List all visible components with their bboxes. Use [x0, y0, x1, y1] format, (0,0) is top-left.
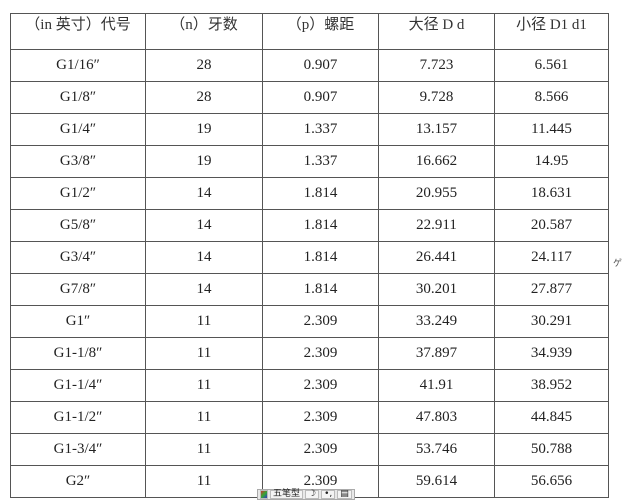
table-cell: 14 [145, 177, 263, 210]
header-row: （in 英寸）代号 （n）牙数 （p）螺距 大径 D d 小径 D1 d1 [10, 13, 609, 50]
table-row: G1/2″ 14 1.814 20.955 18.631 [10, 177, 609, 210]
table-row: G1-1/2″ 11 2.309 47.803 44.845 [10, 401, 609, 434]
table-row: G1″ 11 2.309 33.249 30.291 [10, 305, 609, 338]
table-cell: 2.309 [262, 433, 379, 466]
table-cell: 9.728 [378, 81, 495, 114]
table-row: G3/4″ 14 1.814 26.441 24.117 [10, 241, 609, 274]
table-cell: G1″ [10, 305, 146, 338]
header-cell: （p）螺距 [262, 13, 379, 50]
table-cell: 2.309 [262, 401, 379, 434]
table-cell: 11 [145, 401, 263, 434]
table-cell: 20.955 [378, 177, 495, 210]
table-cell: 27.877 [494, 273, 609, 306]
table-cell: 7.723 [378, 49, 495, 82]
thread-spec-table: （in 英寸）代号 （n）牙数 （p）螺距 大径 D d 小径 D1 d1 G1… [10, 13, 609, 498]
table-cell: 2.309 [262, 305, 379, 338]
table-row: G3/8″ 19 1.337 16.662 14.95 [10, 145, 609, 178]
table-cell: 1.814 [262, 177, 379, 210]
table-cell: 34.939 [494, 337, 609, 370]
table-row: G7/8″ 14 1.814 30.201 27.877 [10, 273, 609, 306]
table-cell: 11.445 [494, 113, 609, 146]
keyboard-icon[interactable]: ▤ [337, 490, 352, 499]
header-cell: （in 英寸）代号 [10, 13, 146, 50]
table-cell: G7/8″ [10, 273, 146, 306]
table-cell: 30.291 [494, 305, 609, 338]
table-cell: 28 [145, 81, 263, 114]
table-cell: 1.337 [262, 145, 379, 178]
table-cell: 1.814 [262, 273, 379, 306]
ime-logo-icon[interactable] [260, 490, 268, 499]
table-cell: 26.441 [378, 241, 495, 274]
table-cell: 41.91 [378, 369, 495, 402]
table-row: G1-1/8″ 11 2.309 37.897 34.939 [10, 337, 609, 370]
table-cell: 13.157 [378, 113, 495, 146]
table-cell: 11 [145, 305, 263, 338]
table-cell: 19 [145, 145, 263, 178]
table-cell: 14.95 [494, 145, 609, 178]
table-cell: 0.907 [262, 81, 379, 114]
table-cell: 14 [145, 209, 263, 242]
table-cell: 1.814 [262, 209, 379, 242]
table-cell: G3/8″ [10, 145, 146, 178]
table-cell: G1-3/4″ [10, 433, 146, 466]
table-cell: 18.631 [494, 177, 609, 210]
table-cell: 14 [145, 273, 263, 306]
table-cell: 20.587 [494, 209, 609, 242]
table-cell: G1/8″ [10, 81, 146, 114]
table-row: G1/16″ 28 0.907 7.723 6.561 [10, 49, 609, 82]
table-cell: 50.788 [494, 433, 609, 466]
header-cell: 大径 D d [378, 13, 495, 50]
table-cell: G1/2″ [10, 177, 146, 210]
table-cell: 19 [145, 113, 263, 146]
table-row: G1-3/4″ 11 2.309 53.746 50.788 [10, 433, 609, 466]
table-cell: 53.746 [378, 433, 495, 466]
table-cell: 24.117 [494, 241, 609, 274]
table-cell: G3/4″ [10, 241, 146, 274]
table-cell: 8.566 [494, 81, 609, 114]
table-cell: 28 [145, 49, 263, 82]
table-row: G5/8″ 14 1.814 22.911 20.587 [10, 209, 609, 242]
table-cell: G1-1/8″ [10, 337, 146, 370]
table-cell: 59.614 [378, 465, 495, 498]
table-cell: 11 [145, 433, 263, 466]
ime-mode-button[interactable]: 五笔型 [270, 490, 304, 499]
table-cell: 1.337 [262, 113, 379, 146]
table-cell: 37.897 [378, 337, 495, 370]
table-cell: 33.249 [378, 305, 495, 338]
table-cell: 14 [145, 241, 263, 274]
table-cell: 2.309 [262, 337, 379, 370]
table-cell: 38.952 [494, 369, 609, 402]
table-row: G1/8″ 28 0.907 9.728 8.566 [10, 81, 609, 114]
table-cell: 30.201 [378, 273, 495, 306]
header-cell: （n）牙数 [145, 13, 263, 50]
table-row: G1-1/4″ 11 2.309 41.91 38.952 [10, 369, 609, 402]
table-cell: G2″ [10, 465, 146, 498]
table-cell: 44.845 [494, 401, 609, 434]
table-cell: 0.907 [262, 49, 379, 82]
table-cell: 47.803 [378, 401, 495, 434]
moon-icon[interactable]: ☽ [305, 490, 320, 499]
ime-toolbar[interactable]: 五笔型 ☽ •, ▤ [257, 489, 355, 500]
stray-mark: ゲ [613, 258, 623, 268]
table-cell: G1-1/4″ [10, 369, 146, 402]
table-cell: 22.911 [378, 209, 495, 242]
table-row: G2″ 11 2.309 59.614 56.656 [10, 465, 609, 498]
table-cell: 2.309 [262, 369, 379, 402]
table-row: G1/4″ 19 1.337 13.157 11.445 [10, 113, 609, 146]
table-cell: 6.561 [494, 49, 609, 82]
header-cell: 小径 D1 d1 [494, 13, 609, 50]
table-cell: G1/4″ [10, 113, 146, 146]
table-cell: 56.656 [494, 465, 609, 498]
punctuation-icon[interactable]: •, [321, 490, 336, 499]
table-cell: G1-1/2″ [10, 401, 146, 434]
table-cell: 1.814 [262, 241, 379, 274]
table-cell: G5/8″ [10, 209, 146, 242]
table-cell: 16.662 [378, 145, 495, 178]
table-cell: 11 [145, 369, 263, 402]
table-cell: G1/16″ [10, 49, 146, 82]
table-cell: 11 [145, 337, 263, 370]
table-cell: 11 [145, 465, 263, 498]
